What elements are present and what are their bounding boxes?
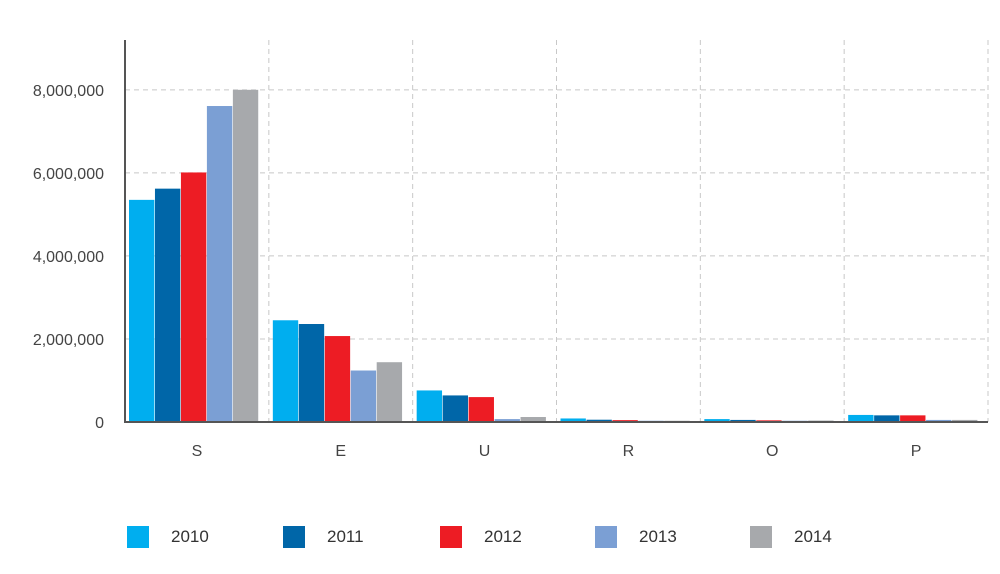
y-tick-label: 0 xyxy=(95,415,104,432)
x-tick-label: O xyxy=(766,443,778,460)
legend-swatch xyxy=(440,526,462,548)
bar-S-2010 xyxy=(129,199,155,422)
legend-item-2010: 2010 xyxy=(127,522,209,552)
bar-R-2011 xyxy=(586,419,612,422)
bar-U-2013 xyxy=(494,419,520,422)
bars xyxy=(129,89,978,423)
bar-S-2011 xyxy=(154,188,181,422)
x-tick-label: U xyxy=(479,443,491,460)
gridlines xyxy=(125,40,989,422)
bar-E-2013 xyxy=(350,370,377,422)
bar-P-2013 xyxy=(926,419,952,422)
legend-item-2012: 2012 xyxy=(440,522,522,552)
legend-label: 2014 xyxy=(794,527,832,546)
x-tick-label: S xyxy=(192,443,203,460)
bar-E-2010 xyxy=(272,320,299,422)
bar-S-2014 xyxy=(232,89,259,423)
axes xyxy=(124,40,988,423)
y-tick-label: 6,000,000 xyxy=(33,166,104,183)
bar-P-2014 xyxy=(952,419,978,422)
bar-chart: 0 2,000,000 4,000,000 6,000,000 8,000,000 S E U… xyxy=(33,40,989,460)
legend-item-2011: 2011 xyxy=(283,522,364,552)
legend-swatch xyxy=(127,526,149,548)
axis-labels: 0 2,000,000 4,000,000 6,000,000 8,000,000 S E U… xyxy=(33,83,922,460)
bar-E-2011 xyxy=(298,324,325,422)
bar-U-2011 xyxy=(442,395,468,422)
y-tick-label: 4,000,000 xyxy=(33,249,104,266)
bar-U-2010 xyxy=(416,390,443,422)
legend-label: 2013 xyxy=(639,527,677,546)
x-tick-label: P xyxy=(911,443,922,460)
bar-S-2012 xyxy=(180,172,207,422)
bar-U-2012 xyxy=(468,397,494,422)
y-tick-label: 8,000,000 xyxy=(33,83,104,100)
legend-label: 2011 xyxy=(327,527,364,546)
legend-swatch xyxy=(750,526,772,548)
bar-R-2010 xyxy=(560,418,586,422)
bar-E-2012 xyxy=(324,336,351,422)
bar-S-2013 xyxy=(206,106,233,422)
legend-item-2014: 2014 xyxy=(750,522,832,552)
bar-P-2011 xyxy=(874,415,900,422)
legend-swatch xyxy=(283,526,305,548)
x-tick-label: R xyxy=(623,443,635,460)
bar-E-2014 xyxy=(376,362,403,422)
bar-U-2014 xyxy=(520,417,546,422)
legend-swatch xyxy=(595,526,617,548)
bar-P-2010 xyxy=(848,414,874,422)
legend-label: 2012 xyxy=(484,527,522,546)
legend: 2010 2011 2012 2013 2014 xyxy=(0,522,1000,552)
legend-label: 2010 xyxy=(171,527,209,546)
bar-O-2010 xyxy=(704,419,730,422)
legend-item-2013: 2013 xyxy=(595,522,677,552)
bar-P-2012 xyxy=(900,415,926,422)
y-tick-label: 2,000,000 xyxy=(33,332,104,349)
bar-O-2011 xyxy=(730,419,756,422)
x-tick-label: E xyxy=(335,443,346,460)
